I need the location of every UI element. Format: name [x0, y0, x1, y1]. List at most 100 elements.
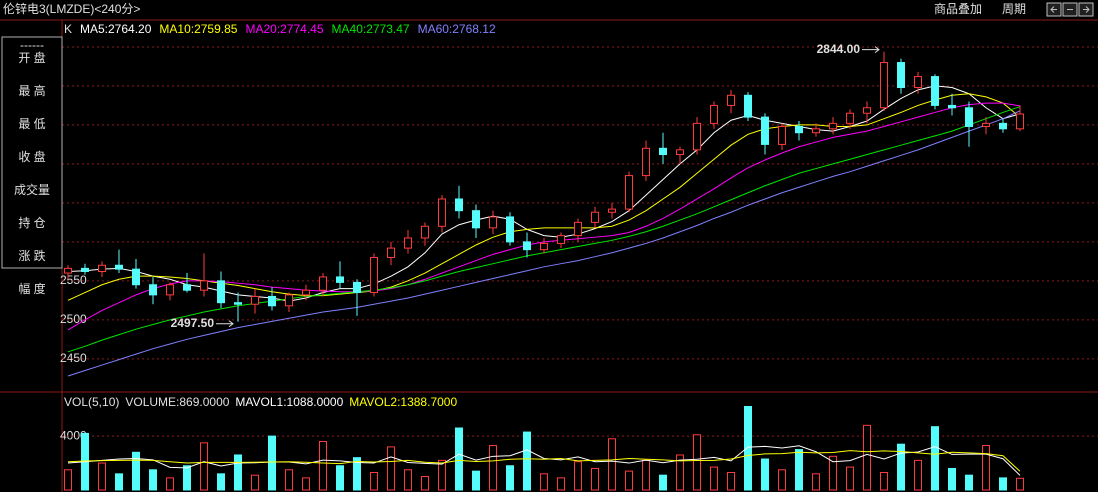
volume-bar — [404, 469, 412, 491]
volume-bar — [387, 446, 395, 491]
legend-entry: MA10:2759.85 — [159, 22, 237, 36]
volume-bar — [285, 469, 293, 491]
y-tick-label: 2500 — [60, 312, 87, 326]
volume-bar — [914, 459, 922, 491]
chart-label: K — [64, 22, 72, 36]
volume-bar — [693, 434, 701, 491]
volume-bar — [778, 469, 786, 491]
candle-body — [506, 216, 514, 243]
candle-body — [608, 208, 616, 213]
candle-body — [812, 128, 820, 134]
volume-bar — [744, 405, 752, 491]
ma-line — [67, 93, 1021, 301]
volume-bar — [761, 458, 769, 491]
volume-bar — [608, 438, 616, 491]
candle-body — [251, 295, 259, 305]
candle-body — [472, 210, 480, 229]
candle-body — [336, 276, 344, 283]
overlay-button[interactable]: 商品叠加 — [934, 1, 982, 16]
annotation-arrowhead — [874, 46, 880, 54]
candle-body — [948, 104, 956, 109]
candle-body — [829, 122, 837, 130]
candle-body — [693, 122, 701, 151]
candle-body — [591, 211, 599, 223]
volume-bar — [183, 465, 191, 491]
window-title: 伦锌电3(LMZDE)<240分> — [3, 1, 140, 16]
volume-bar — [897, 443, 905, 491]
volume-bar — [489, 445, 497, 491]
candle-body — [404, 237, 412, 249]
volume-bar — [217, 473, 225, 491]
candle-body — [268, 295, 276, 307]
volume-bar — [438, 459, 446, 491]
volume-label: VOLUME:869.0000 — [125, 395, 229, 409]
volume-bar — [829, 455, 837, 491]
candle-body — [557, 235, 565, 244]
volume-bar — [591, 467, 599, 491]
nav-buttons — [1046, 2, 1094, 17]
candle-body — [761, 116, 769, 145]
volume-bar — [200, 442, 208, 491]
price-annotation: 2844.00 — [817, 42, 861, 56]
volume-bar — [336, 465, 344, 491]
candle-body — [149, 284, 157, 296]
candle-body — [914, 76, 922, 88]
candle-body — [897, 62, 905, 88]
info-box — [1, 36, 63, 269]
candle-body — [523, 241, 531, 251]
volume-bar — [795, 449, 803, 491]
info-label: 涨 跌 — [18, 248, 45, 263]
ma-line — [67, 85, 1021, 302]
legend-entry: MA20:2774.45 — [245, 22, 323, 36]
candle-body — [200, 280, 208, 291]
candle-body — [421, 225, 429, 239]
candle-body — [370, 256, 378, 294]
volume-bar — [421, 476, 429, 491]
info-label: 收 盘 — [18, 149, 45, 164]
legend-entry: MA60:2768.12 — [418, 22, 496, 36]
volume-bar — [268, 435, 276, 491]
mavol-line — [67, 450, 1021, 472]
period-button[interactable]: 周期 — [1002, 2, 1026, 16]
candle-body — [880, 62, 888, 109]
volume-bar — [625, 470, 633, 491]
volume-bar — [1016, 477, 1024, 491]
volume-bar — [115, 473, 123, 491]
candle-body — [234, 302, 242, 305]
volume-bar — [353, 457, 361, 491]
candle-body — [982, 122, 990, 127]
candle-body — [387, 247, 395, 258]
volume-bar — [523, 431, 531, 491]
volume-bar — [540, 473, 548, 491]
volume-bar — [98, 462, 106, 491]
candle-body — [455, 198, 463, 212]
price-annotation: 2497.50 — [171, 316, 215, 330]
candle-body — [625, 175, 633, 210]
volume-bar — [812, 473, 820, 491]
y-tick-label: 2550 — [60, 273, 87, 287]
volume-bar — [234, 454, 242, 491]
volume-bar — [710, 466, 718, 491]
candle-body — [132, 268, 140, 286]
info-label: 最 高 — [18, 83, 45, 98]
info-label: 开 盘 — [18, 50, 45, 65]
annotation-arrowhead — [228, 320, 234, 328]
volume-bar — [727, 471, 735, 491]
chart-label: VOL(5,10) — [64, 395, 119, 409]
candle-body — [710, 104, 718, 124]
volume-bar — [64, 469, 72, 491]
legend-entry: MAVOL1:1088.0000 — [235, 395, 343, 409]
candle-body — [302, 289, 310, 296]
volume-bar — [846, 466, 854, 491]
candle-body — [319, 276, 327, 291]
candle-body — [285, 294, 293, 307]
y-tick-label: 4000 — [60, 428, 87, 442]
info-label: 持 仓 — [18, 215, 45, 230]
candle-body — [217, 280, 225, 304]
volume-bar — [302, 477, 310, 491]
info-header: ------ — [20, 38, 44, 52]
volume-bar — [982, 445, 990, 491]
mavol-line — [67, 445, 1021, 476]
